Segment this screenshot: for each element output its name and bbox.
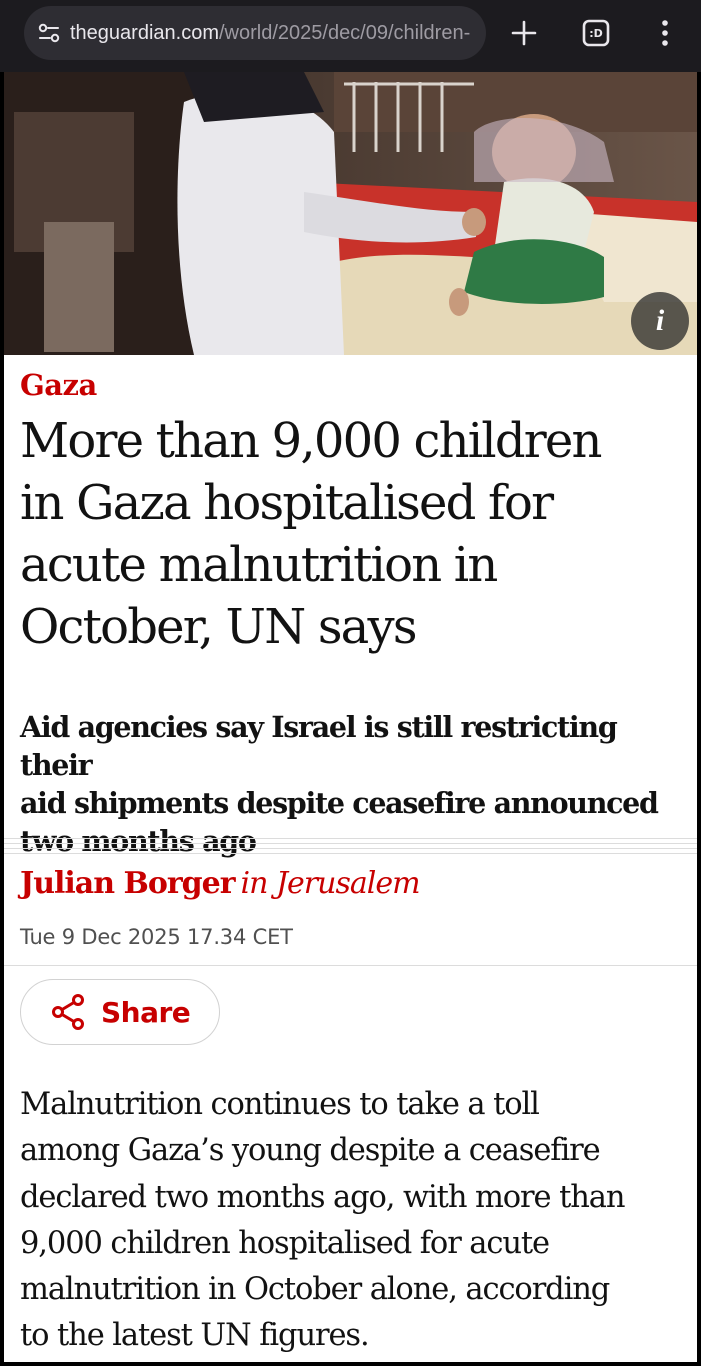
url-text[interactable]: theguardian.com/world/2025/dec/09/childr…	[70, 22, 470, 45]
standfirst: Aid agencies say Israel is still restric…	[20, 708, 688, 860]
section-kicker[interactable]: Gaza	[20, 368, 97, 402]
publish-date[interactable]: Tue 9 Dec 2025 17.34 CET	[20, 925, 293, 949]
headline-line: October, UN says	[20, 599, 417, 655]
headline-line: acute malnutrition in	[20, 537, 498, 593]
info-icon[interactable]: i	[631, 292, 689, 350]
tab-count-icon	[582, 19, 610, 47]
headline: More than 9,000 children in Gaza hospita…	[20, 410, 680, 658]
body-line: declared two months ago, with more than	[20, 1179, 626, 1215]
body-line: to the latest UN figures.	[20, 1318, 370, 1354]
browser-toolbar: theguardian.com/world/2025/dec/09/childr…	[0, 0, 701, 72]
body-line: malnutrition in October alone, according	[20, 1272, 610, 1308]
divider	[4, 965, 697, 966]
divider	[4, 843, 697, 844]
body-line: 9,000 children hospitalised for acute	[20, 1225, 550, 1261]
standfirst-line: aid shipments despite ceasefire announce…	[20, 786, 659, 820]
headline-line: in Gaza hospitalised for	[20, 475, 554, 531]
standfirst-line: two months ago	[20, 824, 257, 858]
byline: Julian Borger in Jerusalem	[20, 866, 421, 901]
tab-count-label: :D	[589, 26, 603, 40]
body-line: Malnutrition continues to take a toll	[20, 1087, 540, 1122]
hero-photo	[4, 72, 697, 355]
byline-location: in Jerusalem	[240, 866, 421, 901]
share-button[interactable]: Share	[20, 979, 220, 1045]
body-line: among Gaza’s young despite a ceasefire	[20, 1133, 601, 1169]
article-body: Malnutrition continues to take a toll am…	[20, 1082, 692, 1360]
menu-button[interactable]	[644, 12, 686, 54]
divider	[4, 838, 697, 839]
url-path: /world/2025/dec/09/children-	[218, 21, 471, 44]
new-tab-button[interactable]	[503, 12, 545, 54]
info-label: i	[655, 304, 665, 337]
hero-image[interactable]: i	[4, 72, 697, 355]
more-vert-icon	[662, 20, 668, 46]
url-host: theguardian.com	[70, 21, 219, 44]
divider	[4, 848, 697, 849]
share-icon	[52, 994, 84, 1030]
standfirst-line: Aid agencies say Israel is still restric…	[20, 710, 618, 782]
article-page: i Gaza More than 9,000 children in Gaza …	[4, 72, 697, 1362]
author-link[interactable]: Julian Borger	[20, 866, 236, 901]
tab-switcher-button[interactable]: :D	[575, 12, 617, 54]
address-bar[interactable]: theguardian.com/world/2025/dec/09/childr…	[24, 6, 486, 60]
plus-icon	[511, 20, 537, 46]
headline-line: More than 9,000 children	[20, 413, 602, 469]
share-label: Share	[101, 995, 191, 1029]
tune-icon[interactable]	[36, 20, 62, 46]
divider	[4, 853, 697, 854]
